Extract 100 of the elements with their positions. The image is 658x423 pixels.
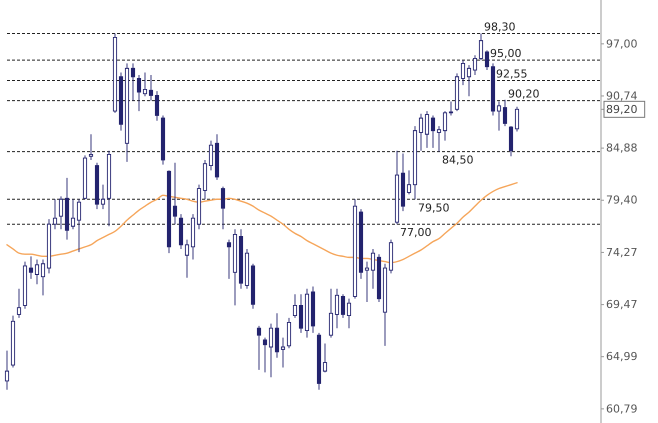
candlestick xyxy=(10,315,16,368)
candlestick xyxy=(244,248,250,290)
candlestick xyxy=(298,294,304,334)
y-tick-label: 84,88 xyxy=(606,142,638,155)
candlestick xyxy=(208,140,214,171)
candlestick xyxy=(376,254,382,302)
candlestick xyxy=(514,106,520,132)
candlestick xyxy=(346,298,352,329)
candlestick xyxy=(22,261,28,310)
candlestick xyxy=(16,288,22,318)
candlestick xyxy=(328,288,334,338)
candlestick xyxy=(154,90,160,122)
candlestick xyxy=(406,170,412,195)
candlestick xyxy=(136,74,142,112)
candlestick xyxy=(334,288,340,329)
candlestick xyxy=(388,239,394,274)
candlestick xyxy=(340,294,346,318)
candlestick xyxy=(112,32,118,114)
candlestick xyxy=(418,113,424,152)
candlestick xyxy=(508,126,514,157)
candlestick xyxy=(424,110,430,148)
ref-line-label: 90,20 xyxy=(508,88,540,101)
candlestick xyxy=(472,54,478,76)
y-tick-label: 97,00 xyxy=(606,37,638,50)
candlestick xyxy=(436,126,442,152)
candlestick xyxy=(442,110,448,142)
candlestick xyxy=(286,317,292,349)
candlestick xyxy=(280,337,286,368)
candlestick xyxy=(400,153,406,212)
candlestick xyxy=(70,198,76,230)
candlestick xyxy=(190,214,196,260)
candlestick xyxy=(28,256,34,280)
candlestick xyxy=(166,170,172,254)
y-tick-label: 79,40 xyxy=(606,194,638,207)
candlestick xyxy=(448,101,454,116)
candlestick xyxy=(304,288,310,338)
candlestick xyxy=(454,72,460,112)
candlestick xyxy=(496,101,502,132)
candlestick xyxy=(262,337,268,373)
candlestick xyxy=(124,62,130,162)
candlestick xyxy=(106,150,112,227)
candlestick xyxy=(394,150,400,225)
candlestick xyxy=(238,228,244,290)
candlestick xyxy=(430,115,436,148)
y-tick-label: 69,47 xyxy=(606,298,638,312)
ref-line-label: 92,55 xyxy=(496,68,528,81)
candlestick xyxy=(322,343,328,373)
candlestick xyxy=(82,154,88,200)
y-tick-label: 60,79 xyxy=(606,402,638,416)
candlestick xyxy=(220,186,226,230)
candlestick xyxy=(352,198,358,300)
candlestick xyxy=(214,134,220,180)
candlestick xyxy=(76,198,82,253)
candlestick xyxy=(172,162,178,225)
candlestick xyxy=(460,60,466,86)
candlestick xyxy=(4,350,10,390)
candlestick xyxy=(370,248,376,290)
candlestick xyxy=(196,184,202,230)
candlestick xyxy=(118,72,124,132)
candlestick xyxy=(256,325,262,370)
candlestick xyxy=(292,294,298,318)
ref-line-label: 98,30 xyxy=(484,20,516,34)
candlestick xyxy=(58,196,64,230)
ref-line-label: 77,00 xyxy=(400,226,432,240)
candlestick xyxy=(202,160,208,200)
candlestick xyxy=(34,259,40,285)
candlestick xyxy=(184,239,190,278)
y-tick-label: 64,99 xyxy=(606,350,638,364)
ref-line-label: 79,50 xyxy=(418,201,450,214)
candlestick xyxy=(268,323,274,378)
candlestick xyxy=(148,74,154,102)
candlestick xyxy=(52,198,58,230)
candlestick xyxy=(64,177,70,240)
ref-line-label: 95,00 xyxy=(490,47,522,60)
candlestick xyxy=(250,263,256,310)
candlestick xyxy=(316,332,322,390)
candlestick xyxy=(478,32,484,61)
candlestick xyxy=(466,64,472,97)
candlestick xyxy=(232,228,238,306)
ref-line-label: 84,50 xyxy=(442,154,474,167)
candlestick xyxy=(310,286,316,334)
candlestick xyxy=(382,263,388,346)
candlestick xyxy=(100,184,106,210)
candlestick xyxy=(94,162,100,210)
candlestick xyxy=(490,62,496,116)
candlestick xyxy=(46,218,52,274)
candlestick xyxy=(226,239,232,280)
line-series xyxy=(6,182,518,264)
candlestick xyxy=(364,261,370,302)
candlestick xyxy=(358,208,364,280)
candlestick xyxy=(142,72,148,97)
candlestick xyxy=(40,259,46,296)
y-tick-label: 74,27 xyxy=(606,246,638,259)
candlestick xyxy=(274,312,280,358)
candlestick xyxy=(88,134,94,160)
y-tick-label: 89,20 xyxy=(606,102,638,116)
y-tick-label: 90,74 xyxy=(606,89,638,102)
candlestick xyxy=(130,62,136,102)
candlestick xyxy=(412,126,418,200)
candlestick xyxy=(178,214,184,250)
